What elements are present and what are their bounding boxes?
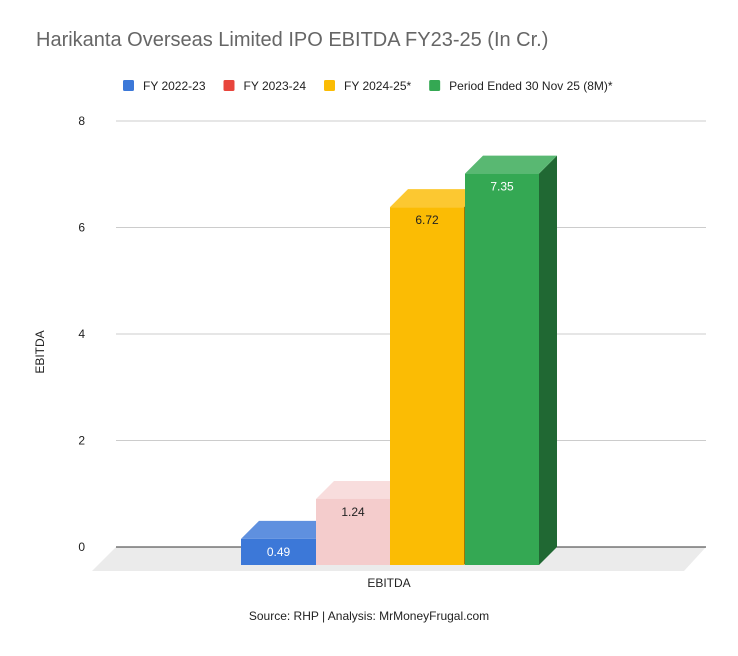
y-tick-label: 0 bbox=[78, 540, 85, 554]
legend-swatch bbox=[223, 80, 235, 91]
x-axis-label: EBITDA bbox=[367, 576, 410, 590]
bar-top bbox=[241, 520, 334, 539]
bar-front bbox=[465, 173, 539, 566]
x-axis: EBITDA bbox=[367, 576, 410, 590]
bar-front bbox=[241, 538, 316, 565]
bar-side bbox=[539, 155, 557, 566]
source-note: Source: RHP | Analysis: MrMoneyFrugal.co… bbox=[248, 609, 490, 623]
bar-top bbox=[465, 155, 557, 174]
y-tick-label: 2 bbox=[78, 434, 85, 448]
bar-top bbox=[390, 189, 482, 208]
y-axis-label: EBITDA bbox=[33, 330, 47, 373]
legend-label: FY 2023-24 bbox=[244, 79, 307, 93]
bar-data-label: 1.24 bbox=[341, 505, 365, 519]
ebitda-bar-chart: FY 2022-23 FY 2023-24 FY 2024-25* Period En… bbox=[33, 79, 706, 590]
y-axis-ticks: 0 2 4 6 8 bbox=[78, 114, 85, 554]
bar-front bbox=[316, 498, 390, 565]
y-tick-label: 4 bbox=[78, 327, 85, 341]
legend-swatch bbox=[123, 80, 134, 91]
chart-title: Harikanta Overseas Limited IPO EBITDA FY… bbox=[36, 29, 549, 51]
y-tick-label: 8 bbox=[78, 114, 85, 128]
bar-4: 7.35 bbox=[465, 155, 557, 566]
bar-data-label: 0.49 bbox=[267, 545, 291, 559]
legend-item-2[interactable]: FY 2023-24 bbox=[223, 79, 307, 93]
chart-legend[interactable]: FY 2022-23 FY 2023-24 FY 2024-25* Period En… bbox=[123, 79, 613, 93]
legend-label: FY 2024-25* bbox=[344, 79, 411, 93]
bar-top bbox=[316, 480, 408, 499]
legend-item-4[interactable]: Period Ended 30 Nov 25 (8M)* bbox=[429, 79, 613, 93]
legend-swatch bbox=[429, 80, 441, 91]
bar-data-label: 7.35 bbox=[490, 180, 514, 194]
chart-bars: 0.49 1.24 6.72 7.35 bbox=[241, 155, 557, 566]
bar-data-label: 6.72 bbox=[415, 213, 439, 227]
legend-label: FY 2022-23 bbox=[143, 79, 206, 93]
y-tick-label: 6 bbox=[78, 221, 85, 235]
bar-front bbox=[390, 207, 464, 565]
legend-label: Period Ended 30 Nov 25 (8M)* bbox=[449, 79, 613, 93]
legend-swatch bbox=[324, 80, 335, 91]
legend-item-3[interactable]: FY 2024-25* bbox=[324, 79, 411, 93]
legend-item-1[interactable]: FY 2022-23 bbox=[123, 79, 206, 93]
